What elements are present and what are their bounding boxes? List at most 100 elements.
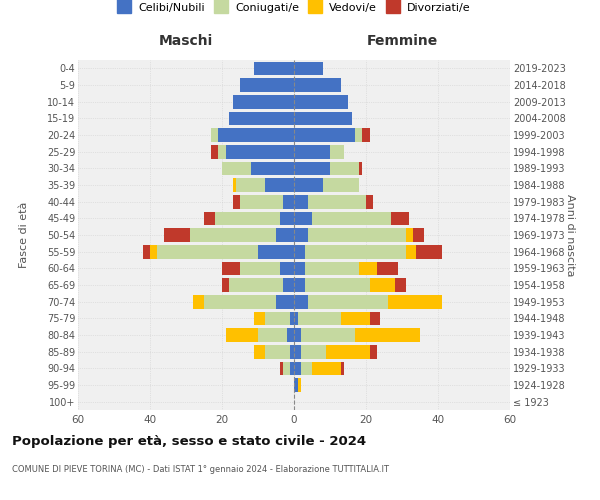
Bar: [391, 212, 409, 225]
Bar: [290, 362, 294, 375]
Bar: [406, 228, 413, 242]
Bar: [362, 128, 370, 142]
Bar: [251, 162, 294, 175]
Bar: [280, 262, 294, 275]
Bar: [294, 328, 301, 342]
Bar: [254, 312, 265, 325]
Bar: [294, 295, 308, 308]
Text: COMUNE DI PIEVE TORINA (MC) - Dati ISTAT 1° gennaio 2024 - Elaborazione TUTTITAL: COMUNE DI PIEVE TORINA (MC) - Dati ISTAT…: [12, 465, 389, 474]
Bar: [280, 362, 283, 375]
Bar: [283, 278, 294, 292]
Text: Maschi: Maschi: [159, 34, 213, 48]
Bar: [355, 328, 420, 342]
Bar: [215, 212, 280, 225]
Bar: [233, 195, 240, 208]
Bar: [294, 262, 305, 275]
Bar: [406, 245, 416, 258]
Bar: [265, 178, 294, 192]
Bar: [294, 245, 305, 258]
Bar: [326, 345, 370, 358]
Bar: [301, 362, 312, 375]
Bar: [290, 312, 294, 325]
Bar: [276, 295, 294, 308]
Bar: [294, 195, 308, 208]
Bar: [305, 262, 359, 275]
Bar: [240, 262, 280, 275]
Bar: [312, 362, 341, 375]
Bar: [222, 162, 251, 175]
Bar: [359, 162, 362, 175]
Bar: [240, 78, 294, 92]
Bar: [218, 145, 226, 158]
Bar: [298, 312, 341, 325]
Bar: [370, 345, 377, 358]
Bar: [157, 245, 258, 258]
Bar: [265, 345, 290, 358]
Bar: [298, 378, 301, 392]
Bar: [355, 128, 362, 142]
Bar: [312, 212, 391, 225]
Bar: [330, 162, 359, 175]
Bar: [283, 195, 294, 208]
Text: Popolazione per età, sesso e stato civile - 2024: Popolazione per età, sesso e stato civil…: [12, 435, 366, 448]
Bar: [294, 362, 301, 375]
Bar: [150, 245, 157, 258]
Bar: [254, 345, 265, 358]
Bar: [258, 328, 287, 342]
Bar: [236, 178, 265, 192]
Bar: [308, 295, 388, 308]
Bar: [308, 195, 366, 208]
Bar: [143, 245, 150, 258]
Bar: [276, 228, 294, 242]
Bar: [226, 145, 294, 158]
Bar: [294, 145, 330, 158]
Bar: [190, 228, 276, 242]
Bar: [211, 145, 218, 158]
Bar: [164, 228, 190, 242]
Bar: [294, 312, 298, 325]
Bar: [294, 112, 352, 125]
Bar: [330, 145, 344, 158]
Bar: [413, 228, 424, 242]
Bar: [294, 178, 323, 192]
Bar: [222, 278, 229, 292]
Bar: [254, 62, 294, 75]
Bar: [301, 328, 355, 342]
Bar: [233, 178, 236, 192]
Bar: [294, 228, 308, 242]
Bar: [211, 128, 218, 142]
Text: Femmine: Femmine: [367, 34, 437, 48]
Legend: Celibi/Nubili, Coniugati/e, Vedovi/e, Divorziati/e: Celibi/Nubili, Coniugati/e, Vedovi/e, Di…: [118, 2, 470, 14]
Bar: [388, 295, 442, 308]
Bar: [204, 295, 276, 308]
Bar: [294, 212, 312, 225]
Bar: [222, 262, 240, 275]
Bar: [290, 345, 294, 358]
Bar: [305, 245, 406, 258]
Bar: [416, 245, 442, 258]
Bar: [395, 278, 406, 292]
Bar: [377, 262, 398, 275]
Bar: [193, 295, 204, 308]
Bar: [258, 245, 294, 258]
Bar: [229, 278, 283, 292]
Bar: [359, 262, 377, 275]
Text: Anni di nascita: Anni di nascita: [565, 194, 575, 276]
Bar: [294, 162, 330, 175]
Bar: [370, 312, 380, 325]
Bar: [341, 312, 370, 325]
Bar: [287, 328, 294, 342]
Bar: [294, 95, 348, 108]
Bar: [294, 62, 323, 75]
Text: Fasce di età: Fasce di età: [19, 202, 29, 268]
Bar: [294, 128, 355, 142]
Bar: [308, 228, 406, 242]
Bar: [370, 278, 395, 292]
Bar: [204, 212, 215, 225]
Bar: [294, 78, 341, 92]
Bar: [280, 212, 294, 225]
Bar: [294, 378, 298, 392]
Bar: [341, 362, 344, 375]
Bar: [233, 95, 294, 108]
Bar: [229, 112, 294, 125]
